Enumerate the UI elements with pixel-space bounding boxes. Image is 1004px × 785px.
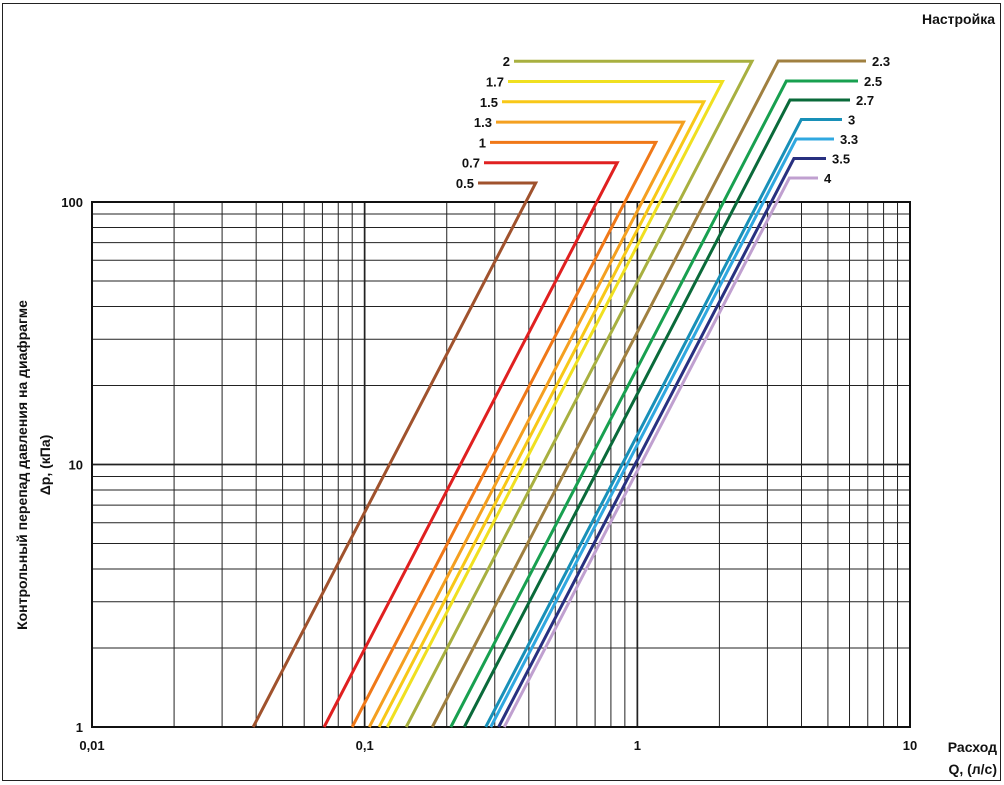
series-label: 3 — [848, 113, 855, 128]
y-axis-title-line2: Δp, (кПа) — [37, 435, 53, 496]
series-line-4 — [502, 176, 818, 728]
series-group: 0.5 0.7 1 1.3 1.5 1.7 2 2.3 2.5 2.73 3.3 3.54 — [251, 54, 890, 728]
series-label: 1.5 — [480, 95, 498, 110]
tick-labels: 0,01 0,1 1 10 1 10 100 — [61, 195, 917, 753]
series-line-3-5 — [497, 157, 826, 728]
series-line-3 — [484, 118, 842, 728]
series-label: 2.5 — [864, 74, 882, 89]
series-label: 1.7 — [486, 75, 504, 90]
series-line-2 — [404, 59, 755, 728]
x-tick-label: 1 — [634, 738, 641, 753]
series-line-1 — [350, 140, 659, 728]
series-label: 1 — [479, 135, 486, 150]
plot-border — [91, 201, 911, 728]
x-axis-title-line1: Расход — [948, 739, 997, 755]
series-line-1-5 — [377, 100, 707, 728]
series-line-1-7 — [385, 80, 725, 728]
series-line-0-5 — [251, 181, 539, 728]
y-tick-label: 10 — [69, 458, 83, 473]
series-line-3-3 — [489, 137, 834, 728]
series-line-2-3 — [430, 59, 866, 728]
chart-frame — [2, 3, 1001, 781]
x-axis-title-line2: Q, (л/с) — [948, 761, 997, 777]
series-label: 0.7 — [462, 156, 480, 171]
grid — [91, 201, 911, 728]
series-line-0-7 — [322, 161, 620, 728]
x-tick-label: 0,1 — [356, 738, 374, 753]
series-label: 0.5 — [456, 176, 474, 191]
series-line-2-7 — [462, 98, 850, 728]
series-label: 3.3 — [840, 132, 858, 147]
y-axis-title-line1: Контрольный перепад давления на диафрагм… — [14, 300, 30, 630]
x-tick-label: 0,01 — [79, 738, 104, 753]
y-tick-label: 100 — [61, 195, 83, 210]
series-line-2-5 — [449, 79, 858, 728]
series-label: 3.5 — [832, 152, 850, 167]
series-label: 4 — [824, 171, 832, 186]
series-label: 1.3 — [474, 115, 492, 130]
series-label: 2.7 — [856, 93, 874, 108]
y-tick-label: 1 — [76, 720, 83, 735]
chart-title: Настройка — [922, 11, 995, 27]
x-tick-label: 10 — [903, 738, 917, 753]
series-line-1-3 — [367, 120, 686, 728]
series-label: 2.3 — [872, 54, 890, 69]
series-label: 2 — [503, 54, 510, 69]
